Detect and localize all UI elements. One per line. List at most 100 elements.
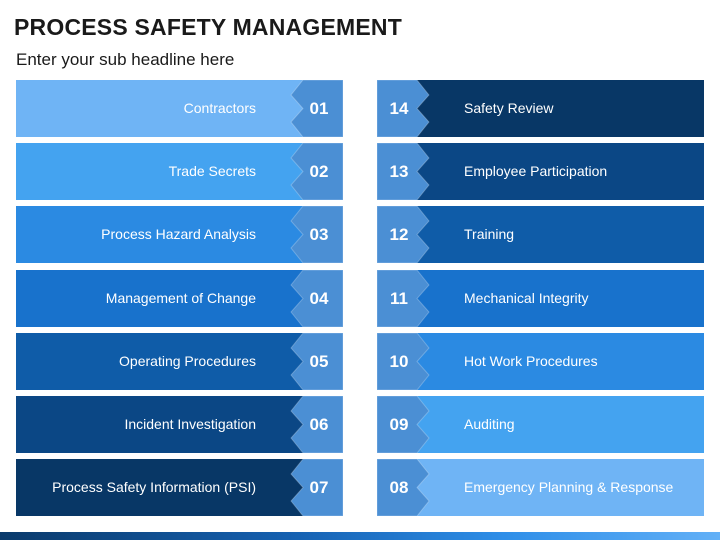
number-tile-outline	[290, 269, 343, 327]
list-item-04: Management of Change 04	[16, 269, 343, 327]
hexagon-connector-icon	[290, 80, 343, 137]
number-tile-shape	[291, 269, 343, 327]
number-tile-shape	[377, 332, 429, 390]
item-number: 14	[389, 99, 409, 118]
item-number: 11	[390, 288, 408, 308]
number-tile-shape	[291, 206, 343, 264]
item-label: Process Safety Information (PSI)	[52, 479, 256, 496]
item-label: Safety Review	[464, 100, 554, 116]
item-number: 04	[309, 288, 329, 308]
item-bar	[377, 395, 704, 453]
item-bar	[16, 206, 343, 264]
item-label: Auditing	[464, 415, 515, 432]
page-title: PROCESS SAFETY MANAGEMENT	[14, 14, 402, 40]
number-tile-outline	[290, 332, 343, 390]
item-label: Hot Work Procedures	[464, 352, 598, 369]
hexagon-connector-icon	[290, 459, 343, 517]
item-label: Incident Investigation	[124, 415, 256, 432]
number-tile-shape	[291, 143, 343, 201]
item-number: 08	[389, 478, 409, 498]
item-bar	[16, 80, 343, 137]
item-number: 06	[309, 414, 329, 434]
number-tile-shape	[377, 395, 429, 453]
hexagon-connector-icon	[377, 269, 430, 327]
list-item-05: Operating Procedures 05	[16, 332, 343, 390]
list-item-10: 10 Hot Work Procedures	[377, 332, 704, 390]
item-number: 07	[309, 478, 329, 498]
item-number: 10	[389, 351, 409, 371]
item-bar	[377, 206, 704, 264]
item-bar	[377, 459, 704, 517]
item-number: 03	[309, 225, 329, 245]
number-tile-shape	[291, 395, 343, 453]
left-column: Contractors 01 Trade Secrets 02 Process …	[16, 80, 343, 522]
item-bar	[377, 269, 704, 327]
number-tile-outline	[290, 143, 343, 201]
number-tile-outline	[377, 206, 430, 264]
number-tile-outline	[377, 269, 430, 327]
list-item-06: Incident Investigation 06	[16, 395, 343, 453]
number-tile-shape	[377, 80, 429, 137]
hexagon-connector-icon	[377, 143, 430, 201]
hexagon-connector-icon	[377, 206, 430, 264]
number-tile-outline	[290, 80, 343, 137]
item-label: Management of Change	[105, 289, 256, 306]
item-label: Process Hazard Analysis	[101, 226, 256, 243]
hexagon-connector-icon	[377, 80, 430, 137]
list-item-02: Trade Secrets 02	[16, 143, 343, 201]
list-item-03: Process Hazard Analysis 03	[16, 206, 343, 264]
hexagon-connector-icon	[377, 459, 430, 517]
number-tile-outline	[377, 143, 430, 201]
number-tile-outline	[377, 395, 430, 453]
list-item-08: 08 Emergency Planning & Response	[377, 459, 704, 517]
list-item-14: 14 Safety Review	[377, 80, 704, 137]
item-number: 01	[309, 99, 329, 118]
number-tile-shape	[377, 206, 429, 264]
number-tile-outline	[377, 80, 430, 137]
hexagon-connector-icon	[377, 395, 430, 453]
hexagon-connector-icon	[290, 332, 343, 390]
hexagon-connector-icon	[377, 332, 430, 390]
list-item-13: 13 Employee Participation	[377, 143, 704, 201]
item-label: Training	[464, 226, 515, 243]
list-item-07: Process Safety Information (PSI) 07	[16, 459, 343, 517]
item-number: 02	[309, 162, 329, 182]
item-number: 13	[389, 162, 409, 182]
item-label: Emergency Planning & Response	[464, 479, 674, 496]
item-label: Trade Secrets	[168, 163, 256, 180]
hexagon-connector-icon	[290, 206, 343, 264]
number-tile-outline	[290, 206, 343, 264]
item-label: Contractors	[183, 100, 256, 116]
number-tile-outline	[290, 395, 343, 453]
number-tile-outline	[377, 459, 430, 517]
bottom-accent-band	[0, 532, 720, 540]
list-item-01: Contractors 01	[16, 80, 343, 137]
hexagon-connector-icon	[290, 269, 343, 327]
item-bar	[16, 395, 343, 453]
item-number: 12	[389, 225, 409, 245]
list-item-09: 09 Auditing	[377, 395, 704, 453]
list-item-11: 11 Mechanical Integrity	[377, 269, 704, 327]
number-tile-shape	[291, 459, 343, 517]
item-bar	[377, 80, 704, 137]
item-bar	[377, 143, 704, 201]
item-number: 05	[309, 351, 329, 371]
item-bar	[16, 143, 343, 201]
number-tile-outline	[377, 332, 430, 390]
item-bar	[16, 459, 343, 517]
number-tile-shape	[377, 269, 429, 327]
item-bar	[16, 332, 343, 390]
item-bar	[16, 269, 343, 327]
number-tile-shape	[377, 143, 429, 201]
item-label: Operating Procedures	[119, 352, 256, 369]
hexagon-connector-icon	[290, 143, 343, 201]
hexagon-connector-icon	[290, 395, 343, 453]
number-tile-shape	[291, 80, 343, 137]
right-column: 14 Safety Review 13 Employee Participati…	[377, 80, 704, 522]
item-label: Employee Participation	[464, 163, 608, 180]
number-tile-shape	[377, 459, 429, 517]
item-bar	[377, 332, 704, 390]
page-subtitle: Enter your sub headline here	[16, 50, 235, 69]
list-item-12: 12 Training	[377, 206, 704, 264]
number-tile-outline	[290, 459, 343, 517]
